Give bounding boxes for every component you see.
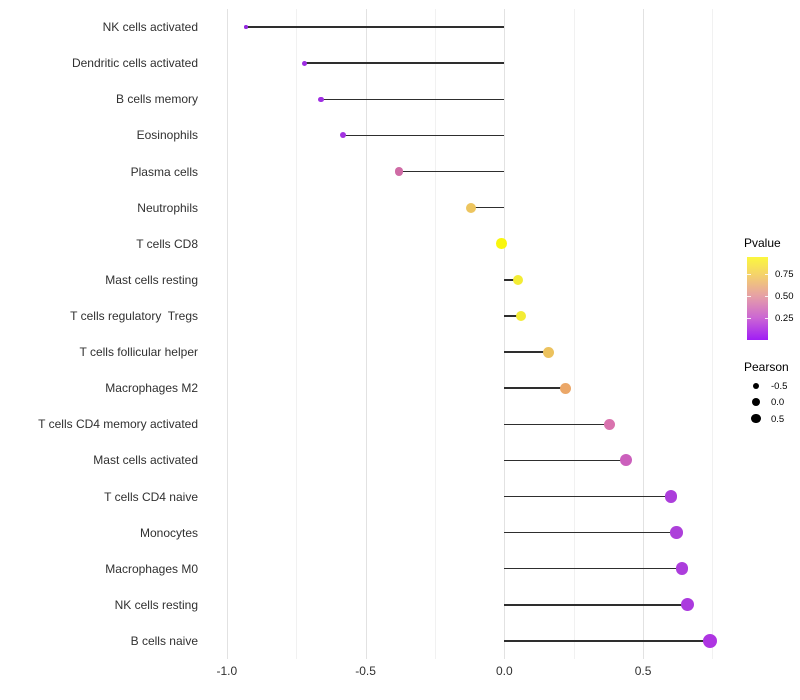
pvalue-tick-mark xyxy=(764,296,768,297)
pvalue-tick-label: 0.50 xyxy=(775,291,794,302)
pvalue-colorbar xyxy=(747,257,768,340)
y-axis-label: Neutrophils xyxy=(137,200,198,215)
lollipop-dot xyxy=(394,167,404,176)
pvalue-tick-mark xyxy=(747,318,751,319)
lollipop-stem xyxy=(504,351,549,353)
y-axis-label: Plasma cells xyxy=(130,164,198,179)
legend: Pvalue 0.75 0.50 0.25 Pearson -0.5 0.0 0.5 xyxy=(744,236,800,436)
pvalue-tick-label: 0.75 xyxy=(775,269,794,280)
pvalue-legend-title: Pvalue xyxy=(744,236,781,250)
lollipop-stem xyxy=(504,315,521,317)
lollipop-stem xyxy=(343,134,505,137)
major-gridline xyxy=(226,9,228,659)
lollipop-stem xyxy=(504,531,677,534)
y-axis-label: T cells CD8 xyxy=(136,236,198,251)
major-gridline xyxy=(643,9,645,659)
y-axis-label: B cells memory xyxy=(115,92,198,107)
lollipop-dot xyxy=(680,598,694,612)
y-axis-label: T cells follicular helper xyxy=(79,345,199,360)
x-axis-tick-label: -0.5 xyxy=(355,664,376,678)
lollipop-dot xyxy=(496,238,507,249)
lollipop-stem xyxy=(398,170,505,173)
y-axis-label: Eosinophils xyxy=(136,128,198,143)
x-axis-tick-label: -1.0 xyxy=(216,664,238,678)
y-axis-label: NK cells resting xyxy=(114,597,198,612)
lollipop-dot xyxy=(512,274,524,286)
lollipop-stem xyxy=(504,640,710,642)
minor-gridline xyxy=(434,9,436,659)
lollipop-stem xyxy=(504,387,566,389)
pearson-size-dot xyxy=(752,398,760,406)
y-axis-label: B cells naive xyxy=(130,633,198,648)
y-axis-label: T cells CD4 naive xyxy=(104,489,198,504)
lollipop-stem xyxy=(504,279,519,281)
lollipop-dot xyxy=(702,633,717,648)
minor-gridline xyxy=(296,9,298,659)
pvalue-tick-mark xyxy=(764,274,768,275)
y-axis-label: Macrophages M0 xyxy=(105,561,198,576)
pearson-legend-title: Pearson xyxy=(744,360,789,374)
pearson-size-dot xyxy=(753,382,759,389)
lollipop-dot xyxy=(675,562,689,575)
pearson-size-label: -0.5 xyxy=(771,380,788,392)
pvalue-tick-mark xyxy=(747,296,751,297)
lollipop-dot xyxy=(664,490,678,503)
lollipop-dot xyxy=(559,382,571,394)
major-gridline xyxy=(365,9,367,659)
lollipop-dot xyxy=(318,96,324,103)
pearson-size-label: 0.5 xyxy=(771,413,785,425)
y-axis-label: Mast cells resting xyxy=(105,272,198,287)
lollipop-stem xyxy=(504,423,610,425)
y-axis-label: Dendritic cells activated xyxy=(71,56,198,71)
lollipop-stem xyxy=(321,98,505,100)
y-axis-label: T cells CD4 memory activated xyxy=(38,417,198,432)
lollipop-dot xyxy=(543,346,555,358)
pvalue-tick-mark xyxy=(747,274,751,275)
x-axis-tick-label: 0.5 xyxy=(634,664,652,678)
pearson-size-label: 0.0 xyxy=(771,397,785,408)
x-axis-tick-label: 0.0 xyxy=(495,664,513,678)
lollipop-dot xyxy=(670,526,683,539)
lollipop-stem xyxy=(504,604,688,606)
lollipop-stem xyxy=(504,495,671,498)
lollipop-dot xyxy=(620,454,633,467)
minor-gridline xyxy=(712,9,714,659)
y-axis-label: NK cells activated xyxy=(102,20,198,35)
lollipop-dot xyxy=(603,418,616,431)
pvalue-tick-label: 0.25 xyxy=(775,313,794,324)
minor-gridline xyxy=(573,9,575,659)
lollipop-dot xyxy=(340,132,347,139)
y-axis-label: Monocytes xyxy=(139,525,198,540)
lollipop-stem xyxy=(504,459,627,462)
lollipop-dot xyxy=(466,202,476,213)
lollipop-dot xyxy=(302,60,307,66)
lollipop-stem xyxy=(246,26,505,28)
lollipop-stem xyxy=(471,206,505,209)
lollipop-stem xyxy=(504,568,682,570)
lollipop-dot xyxy=(244,25,248,29)
lollipop-dot xyxy=(515,310,527,322)
y-axis-label: Mast cells activated xyxy=(93,453,198,468)
pvalue-tick-mark xyxy=(764,318,768,319)
y-axis-label: T cells regulatory Tregs xyxy=(70,308,198,323)
pearson-size-dot xyxy=(751,413,761,424)
major-gridline xyxy=(504,9,506,659)
lollipop-stem xyxy=(304,62,505,64)
y-axis-label: Macrophages M2 xyxy=(105,381,198,396)
plot-panel xyxy=(206,9,736,659)
